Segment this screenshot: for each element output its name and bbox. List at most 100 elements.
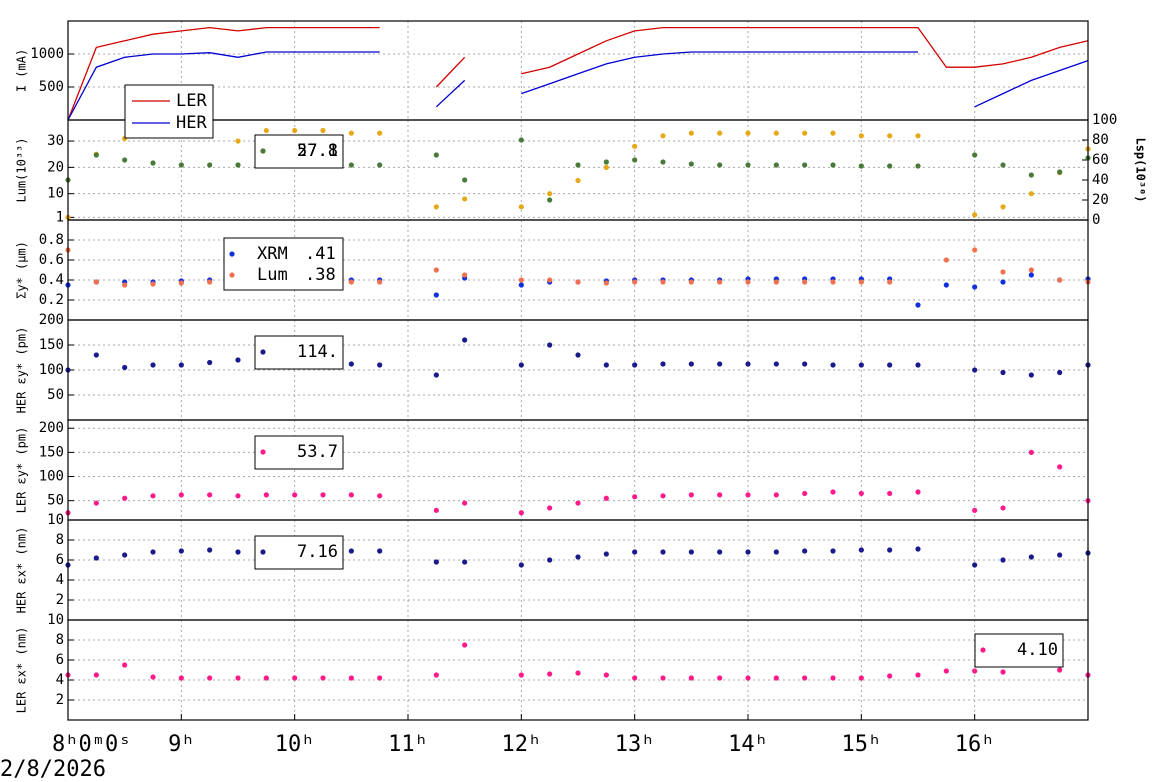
data-point: [943, 282, 949, 288]
data-point: [178, 492, 184, 498]
data-point: [547, 191, 553, 197]
data-point: [377, 493, 383, 499]
y-tick-label: 50: [47, 387, 64, 403]
data-point: [1000, 162, 1006, 168]
data-point: [830, 130, 836, 136]
legend-swatch: [980, 647, 986, 653]
data-point: [858, 490, 864, 497]
data-point: [745, 549, 751, 555]
data-point: [93, 500, 99, 506]
data-point: [93, 672, 99, 678]
data-point: [348, 675, 354, 681]
data-point: [603, 551, 609, 557]
data-point: [462, 500, 468, 506]
data-point: [972, 367, 978, 373]
y-tick-label: 6: [56, 552, 64, 568]
data-point: [1000, 369, 1006, 376]
data-point: [547, 505, 553, 511]
data-point: [887, 490, 893, 497]
legend-label: LER: [176, 91, 207, 111]
data-point: [348, 361, 354, 367]
legend-swatch: [260, 148, 266, 154]
legend-readout: 57.8: [297, 141, 338, 161]
data-point: [518, 137, 524, 143]
data-point: [377, 548, 383, 554]
data-point: [830, 548, 836, 554]
legend-box: [254, 134, 344, 169]
y-tick-label: 2: [56, 692, 64, 708]
y-tick-label: 0.2: [39, 292, 64, 308]
data-point: [773, 492, 779, 498]
data-point: [1028, 191, 1034, 197]
data-point: [632, 362, 638, 368]
data-point: [688, 675, 694, 681]
data-point: [1000, 505, 1006, 511]
legend-readout: .41: [305, 244, 336, 264]
data-point: [462, 559, 468, 565]
y2-tick-label: 0: [1092, 212, 1100, 228]
data-point: [717, 361, 723, 367]
data-point: [887, 279, 893, 285]
data-point: [547, 671, 553, 677]
data-point: [688, 549, 694, 555]
data-point: [773, 130, 779, 136]
data-point: [150, 493, 156, 499]
data-point: [1000, 557, 1006, 563]
data-point: [603, 159, 609, 165]
data-point: [688, 492, 694, 498]
y-tick-label: 20: [47, 159, 64, 175]
data-point: [150, 160, 156, 166]
data-point: [858, 547, 864, 553]
data-point: [858, 675, 864, 681]
data-point: [972, 247, 978, 253]
data-point: [745, 130, 751, 136]
data-point: [745, 279, 751, 285]
y2-tick-label: 100: [1092, 112, 1117, 128]
data-point: [547, 342, 553, 348]
data-point: [1057, 552, 1063, 558]
legend-swatch: [229, 251, 235, 257]
data-point: [263, 492, 269, 498]
y2-tick-label: 20: [1092, 192, 1109, 208]
data-point: [207, 279, 213, 285]
data-point: [433, 372, 439, 378]
y-tick-label: 6: [56, 652, 64, 668]
data-point: [773, 162, 779, 168]
data-point: [320, 675, 326, 681]
data-point: [858, 362, 864, 368]
data-point: [887, 133, 893, 139]
data-point: [830, 279, 836, 285]
legend-label: XRM: [257, 244, 288, 264]
x-tick-label: 13ʰ: [615, 732, 655, 757]
legend-readout: 114.: [297, 342, 338, 362]
legend-box: [124, 84, 214, 139]
data-point: [207, 675, 213, 681]
data-point: [915, 489, 921, 495]
data-point: [1028, 267, 1034, 273]
data-point: [830, 362, 836, 368]
y-tick-label: 8: [56, 632, 64, 648]
legend-box: [254, 435, 344, 470]
data-point: [575, 670, 581, 676]
legend-box: [254, 335, 344, 370]
data-point: [263, 675, 269, 681]
legend-label: Lum: [257, 265, 288, 285]
data-point: [433, 672, 439, 678]
y-tick-label: 30: [47, 133, 64, 149]
data-point: [660, 675, 666, 681]
data-point: [972, 284, 978, 290]
y-tick-label: 2: [56, 592, 64, 608]
data-point: [688, 361, 694, 367]
panel-frame: [67, 219, 1089, 321]
x-tick-label: 14ʰ: [728, 732, 768, 757]
data-point: [915, 163, 921, 169]
data-point: [915, 133, 921, 139]
data-point: [178, 675, 184, 681]
data-point: [972, 507, 978, 513]
data-point: [122, 364, 128, 371]
data-point: [93, 279, 99, 285]
data-point: [972, 668, 978, 674]
data-point: [235, 138, 241, 144]
data-point: [802, 361, 808, 367]
data-point: [348, 548, 354, 554]
